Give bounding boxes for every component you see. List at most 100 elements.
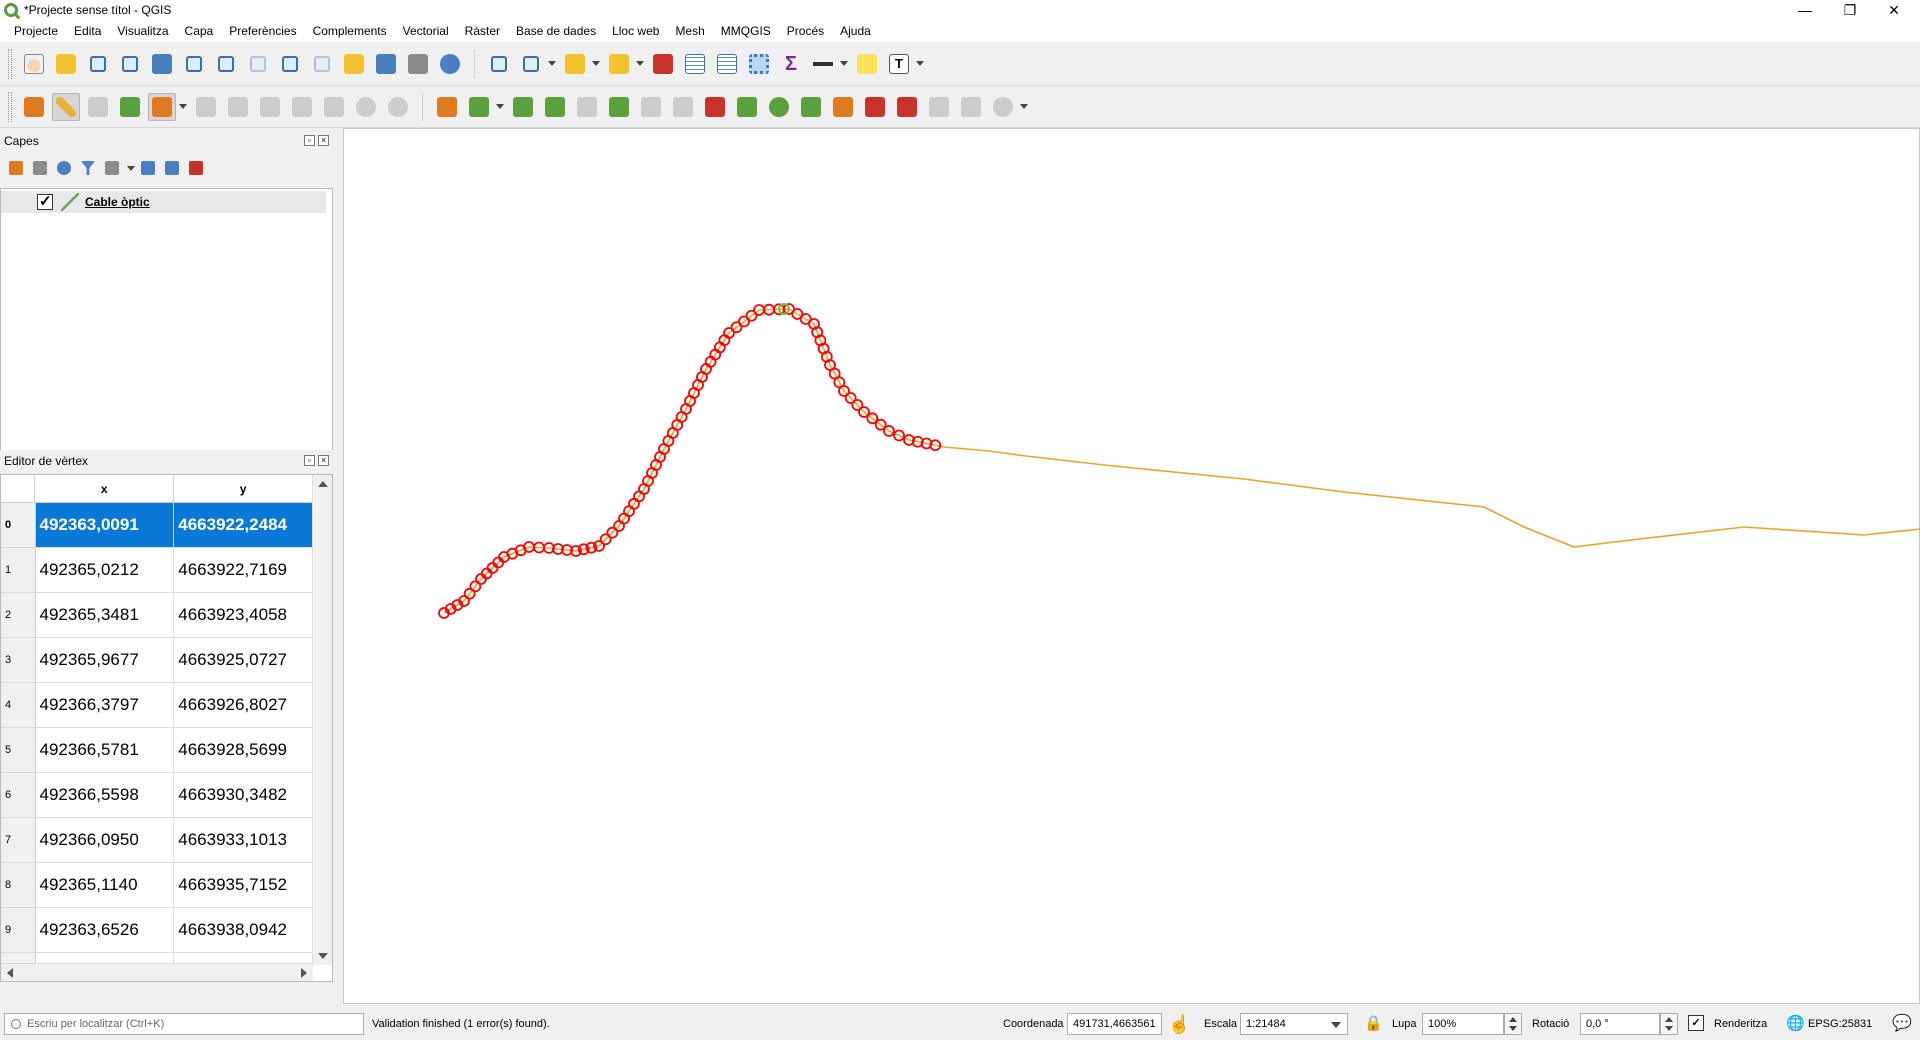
zoom-in-button[interactable] (84, 50, 112, 78)
zoom-full-button[interactable] (148, 50, 176, 78)
vertex-x-cell[interactable]: 492363,6526 (36, 908, 175, 952)
menu-edita[interactable]: Edita (74, 24, 102, 38)
fill-ring-button[interactable] (669, 93, 697, 121)
scroll-up-arrow-icon[interactable] (318, 481, 328, 487)
vertex-row-number[interactable]: 0 (1, 503, 36, 547)
vertex-marker[interactable] (730, 321, 743, 334)
vertex-marker[interactable] (561, 544, 573, 556)
vertex-x-cell[interactable]: 492366,5781 (36, 728, 175, 772)
vertex-marker[interactable] (783, 303, 795, 315)
vertex-x-cell[interactable]: 492365,9677 (36, 638, 175, 682)
vertex-y-cell[interactable]: 4663938,0942 (174, 908, 314, 952)
vertex-row-number[interactable]: 3 (1, 638, 36, 682)
add-group-button[interactable] (30, 158, 50, 178)
merge-features-button[interactable] (925, 93, 953, 121)
vertex-x-cell[interactable]: 492366,0950 (36, 818, 175, 862)
vertex-x-cell[interactable]: 492366,5598 (36, 773, 175, 817)
vertex-row[interactable]: 0 492363,0091 4663922,2484 (1, 503, 314, 548)
rotate-symbol-button[interactable] (989, 93, 1017, 121)
map-tips-button[interactable] (853, 50, 881, 78)
copy-button[interactable] (288, 93, 316, 121)
redo-button[interactable] (384, 93, 412, 121)
vertex-marker[interactable] (791, 308, 804, 320)
add-ring-button[interactable] (605, 93, 633, 121)
toolbar-grip[interactable] (8, 91, 12, 122)
vertex-row-number[interactable]: 7 (1, 818, 36, 862)
simplify-button[interactable] (573, 93, 601, 121)
current-edits-button[interactable] (20, 93, 48, 121)
column-header-y[interactable]: y (174, 475, 313, 502)
vertex-row-number[interactable]: 6 (1, 773, 36, 817)
field-calculator-button[interactable]: Σ (777, 50, 805, 78)
vertex-row-number[interactable]: 2 (1, 593, 36, 637)
minimize-button[interactable]: — (1798, 2, 1812, 18)
add-part-button[interactable] (637, 93, 665, 121)
vertex-y-cell[interactable]: 4663922,7169 (174, 548, 314, 592)
lock-scale-icon[interactable]: 🔒 (1364, 1015, 1383, 1032)
vertex-tool-dropdown[interactable] (178, 93, 188, 121)
vertex-row[interactable]: 3 492365,9677 4663925,0727 (1, 638, 314, 683)
vertex-marker[interactable] (606, 526, 619, 539)
zoom-next-button[interactable] (308, 50, 336, 78)
refresh-button[interactable] (436, 50, 464, 78)
menu-proces[interactable]: Procés (786, 24, 825, 38)
vertex-marker[interactable] (838, 385, 850, 397)
cut-button[interactable] (256, 93, 284, 121)
new-map-view-button[interactable] (340, 50, 368, 78)
vertex-marker[interactable] (577, 543, 590, 556)
vertex-y-cell[interactable]: 4663933,1013 (174, 818, 314, 862)
vertex-row[interactable]: 9 492363,6526 4663938,0942 (1, 908, 314, 953)
rotate-dropdown[interactable] (1019, 93, 1029, 121)
menu-visualitza[interactable]: Visualitza (117, 24, 169, 38)
vertex-marker[interactable] (570, 545, 582, 557)
vertex-row[interactable]: 1 492365,0212 4663922,7169 (1, 548, 314, 593)
vertex-marker[interactable] (469, 580, 482, 593)
vertex-marker[interactable] (463, 587, 476, 600)
vertex-marker[interactable] (593, 540, 605, 552)
vertex-marker[interactable] (458, 595, 470, 607)
vertex-marker[interactable] (543, 542, 555, 554)
remove-layer-button[interactable] (186, 158, 206, 178)
vertex-row-number[interactable]: 4 (1, 683, 36, 727)
toolbar-grip[interactable] (8, 48, 12, 79)
vertex-y-cell[interactable]: 4663922,2484 (174, 503, 314, 547)
layer-tree[interactable]: Cable òptic (0, 188, 333, 490)
vertex-marker[interactable] (723, 327, 735, 339)
menu-complements[interactable]: Complements (312, 24, 387, 38)
vertex-row[interactable]: 8 492365,1140 4663935,7152 (1, 863, 314, 908)
map-drawing[interactable] (344, 129, 1920, 1005)
vertex-marker[interactable] (874, 418, 887, 431)
rotate-feature-button[interactable] (541, 93, 569, 121)
restore-button[interactable]: ❐ (1843, 2, 1857, 18)
vertex-row-number[interactable]: 8 (1, 863, 36, 907)
cable-line-feature[interactable] (443, 308, 1920, 614)
vertex-marker[interactable] (844, 392, 857, 404)
vertex-y-cell[interactable]: 4663935,7152 (174, 863, 314, 907)
layer-item-cable-optic[interactable]: Cable òptic (1, 191, 326, 213)
vertex-row[interactable]: 2 492365,3481 4663923,4058 (1, 593, 314, 638)
expand-all-button[interactable] (138, 158, 158, 178)
digitize-shape-button[interactable] (465, 93, 493, 121)
vertex-row[interactable]: 7 492366,0950 4663933,1013 (1, 818, 314, 863)
selected-vertex-marker[interactable] (778, 303, 790, 315)
offset-curve-button[interactable] (797, 93, 825, 121)
vertex-marker[interactable] (799, 313, 812, 325)
measure-dropdown[interactable] (839, 50, 849, 78)
style-manager-button[interactable] (6, 158, 26, 178)
menu-capa[interactable]: Capa (184, 24, 214, 38)
vertex-marker[interactable] (585, 541, 598, 554)
vertex-x-cell[interactable]: 492363,0091 (35, 503, 175, 547)
vertex-y-cell[interactable]: 4663923,4058 (174, 593, 314, 637)
globe-icon[interactable]: 🌐 (1786, 1015, 1805, 1032)
float-panel-button[interactable]: ▫ (304, 135, 315, 146)
vertex-y-cell[interactable]: 4663928,5699 (174, 728, 314, 772)
advanced-digitizing-button[interactable] (433, 93, 461, 121)
zoom-native-button[interactable] (244, 50, 272, 78)
toggle-editing-button[interactable] (52, 92, 80, 121)
filter-legend-button[interactable] (78, 158, 98, 178)
zoom-last-button[interactable] (276, 50, 304, 78)
scroll-down-arrow-icon[interactable] (318, 953, 328, 959)
identify-button[interactable] (485, 50, 513, 78)
render-checkbox[interactable]: ✓ (1688, 1015, 1704, 1031)
delete-selected-button[interactable] (224, 93, 252, 121)
